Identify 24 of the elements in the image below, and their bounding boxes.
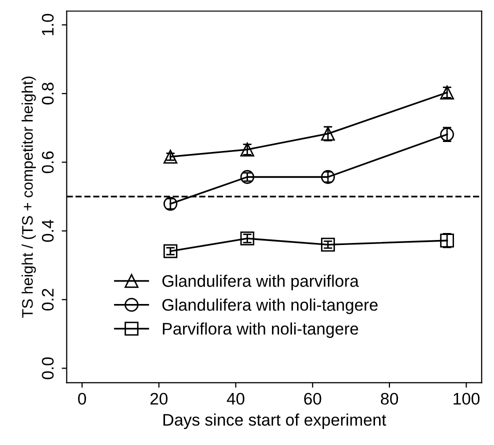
y-tick-label: 0.6: [42, 151, 54, 174]
y-tick-label: 0.2: [42, 288, 54, 311]
y-axis-title: TS height / (TS + competitor height): [22, 76, 36, 318]
point: [163, 150, 178, 164]
point: [440, 234, 454, 248]
x-tick-label: 0: [78, 392, 86, 405]
x-tick-label: 80: [380, 392, 398, 405]
x-tick-label: 40: [226, 392, 244, 405]
x-tick-label: 100: [454, 392, 480, 405]
legend-label: Glandulifera with parviflora: [162, 274, 359, 290]
y-tick-label: 0.8: [42, 82, 54, 104]
x-tick-label: 20: [150, 392, 168, 405]
point: [440, 127, 454, 142]
point: [321, 238, 335, 252]
y-tick-label: 0.4: [42, 220, 54, 242]
x-axis-title: Days since start of experiment: [163, 414, 386, 430]
legend-label: Glandulifera with noli-tangere: [162, 298, 378, 314]
y-tick-label: 0.0: [42, 357, 54, 380]
legend-label: Parviflora with noli-tangere: [162, 322, 358, 338]
y-tick-label: 1.0: [42, 14, 54, 36]
x-tick-label: 60: [304, 392, 322, 405]
point: [163, 196, 178, 211]
point: [163, 244, 178, 258]
point: [440, 86, 454, 100]
